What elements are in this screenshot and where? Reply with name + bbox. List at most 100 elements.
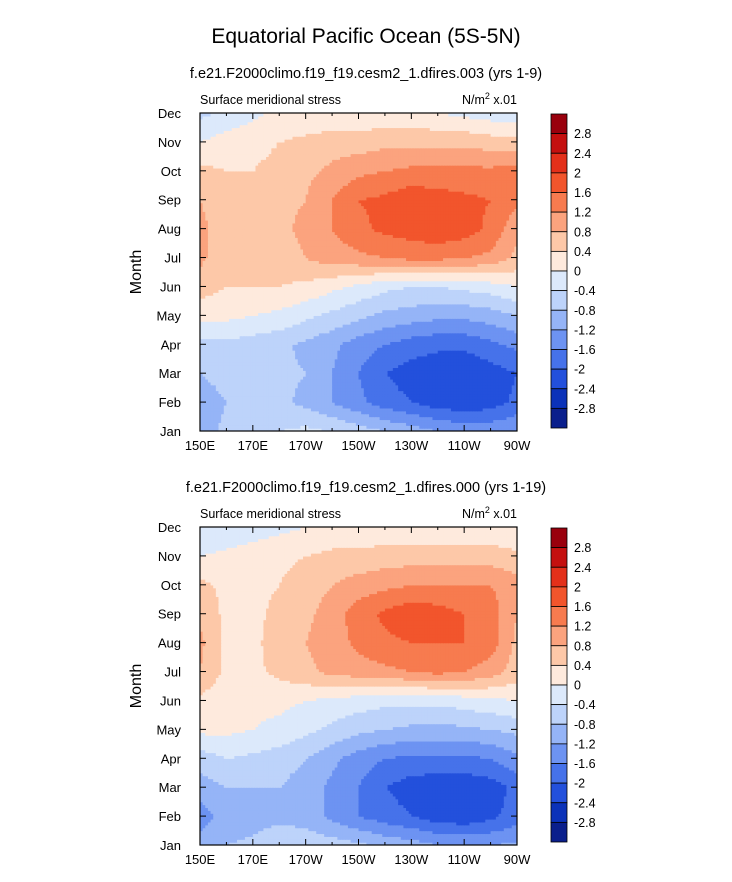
contour-cell (477, 402, 481, 406)
contour-cell (200, 355, 204, 360)
contour-cell (511, 422, 515, 426)
contour-cell (456, 413, 460, 418)
contour-cell (334, 425, 338, 429)
contour-cell (207, 410, 212, 415)
contour-cell (260, 367, 264, 371)
contour-cell (472, 393, 476, 397)
contour-cell (363, 390, 368, 395)
contour-cell (326, 373, 331, 377)
contour-cell (376, 425, 381, 429)
contour-cell (295, 355, 299, 360)
contour-cell (289, 376, 294, 380)
contour-cell (263, 419, 267, 423)
contour-cell (266, 396, 270, 400)
contour-cell (281, 399, 286, 403)
contour-cell (342, 402, 346, 406)
contour-cell (266, 361, 270, 366)
contour-cell (279, 373, 283, 377)
contour-cell (218, 373, 222, 377)
contour-cell (300, 422, 304, 426)
contour-cell (218, 410, 222, 415)
contour-cell (435, 378, 439, 383)
contour-cell (276, 396, 280, 400)
contour-cell (437, 407, 441, 412)
contour-cell (276, 367, 280, 371)
contour-cell (382, 373, 386, 377)
contour-cell (229, 361, 233, 366)
contour-cell (384, 364, 389, 368)
contour-cell (469, 390, 473, 395)
contour-cell (263, 358, 267, 363)
contour-cell (369, 428, 373, 431)
contour-cell (493, 367, 497, 371)
contour-cell (421, 378, 426, 383)
contour-cell (398, 358, 402, 363)
contour-cell (477, 376, 481, 380)
contour-cell (231, 376, 235, 380)
contour-cell (353, 358, 357, 363)
contour-cell (424, 376, 428, 380)
contour-cell (379, 381, 383, 386)
contour-cell (308, 378, 312, 383)
contour-cell (482, 364, 486, 368)
contour-cell (406, 416, 410, 421)
contour-cell (411, 425, 415, 429)
contour-cell (371, 425, 375, 429)
contour-cell (353, 425, 357, 429)
contour-cell (419, 399, 423, 403)
contour-cell (332, 370, 336, 374)
contour-cell (474, 387, 478, 392)
contour-cell (281, 381, 286, 386)
contour-cell (205, 410, 209, 415)
contour-cell (207, 355, 212, 360)
contour-cell (326, 381, 331, 386)
contour-cell (353, 361, 357, 366)
contour-cell (332, 396, 336, 400)
contour-cell (226, 367, 230, 371)
contour-cell (503, 413, 508, 418)
contour-cell (226, 373, 230, 377)
contour-cell (429, 425, 434, 429)
contour-cell (221, 355, 225, 360)
contour-cell (390, 361, 394, 366)
contour-cell (273, 425, 278, 429)
contour-cell (345, 396, 349, 400)
contour-cell (429, 399, 434, 403)
contour-cell (429, 378, 434, 383)
contour-cell (273, 416, 278, 421)
contour-cell (329, 376, 333, 380)
contour-cell (419, 378, 423, 383)
contour-cell (487, 381, 492, 386)
contour-cell (215, 387, 220, 392)
contour-cell (395, 413, 399, 418)
contour-cell (416, 358, 420, 363)
contour-cell (260, 390, 264, 395)
contour-cell (493, 399, 497, 403)
contour-cell (448, 367, 452, 371)
contour-cell (474, 402, 478, 406)
contour-cell (324, 361, 328, 366)
contour-cell (474, 419, 478, 423)
contour-cell (501, 428, 505, 431)
contour-cell (374, 390, 378, 395)
contour-cell (437, 387, 441, 392)
contour-cell (292, 364, 296, 368)
contour-cell (236, 416, 241, 421)
contour-cell (263, 396, 267, 400)
contour-cell (260, 410, 264, 415)
contour-cell (498, 378, 502, 383)
contour-cell (229, 387, 233, 392)
contour-cell (480, 396, 484, 400)
contour-cell (334, 378, 338, 383)
contour-cell (229, 355, 233, 360)
contour-cell (445, 407, 449, 412)
contour-cell (231, 402, 235, 406)
contour-cell (347, 384, 352, 389)
contour-cell (384, 402, 389, 406)
contour-cell (297, 384, 301, 389)
contour-cell (239, 378, 243, 383)
contour-cell (252, 387, 257, 392)
contour-cell (411, 361, 415, 366)
contour-cell (403, 404, 407, 409)
contour-cell (361, 376, 365, 380)
